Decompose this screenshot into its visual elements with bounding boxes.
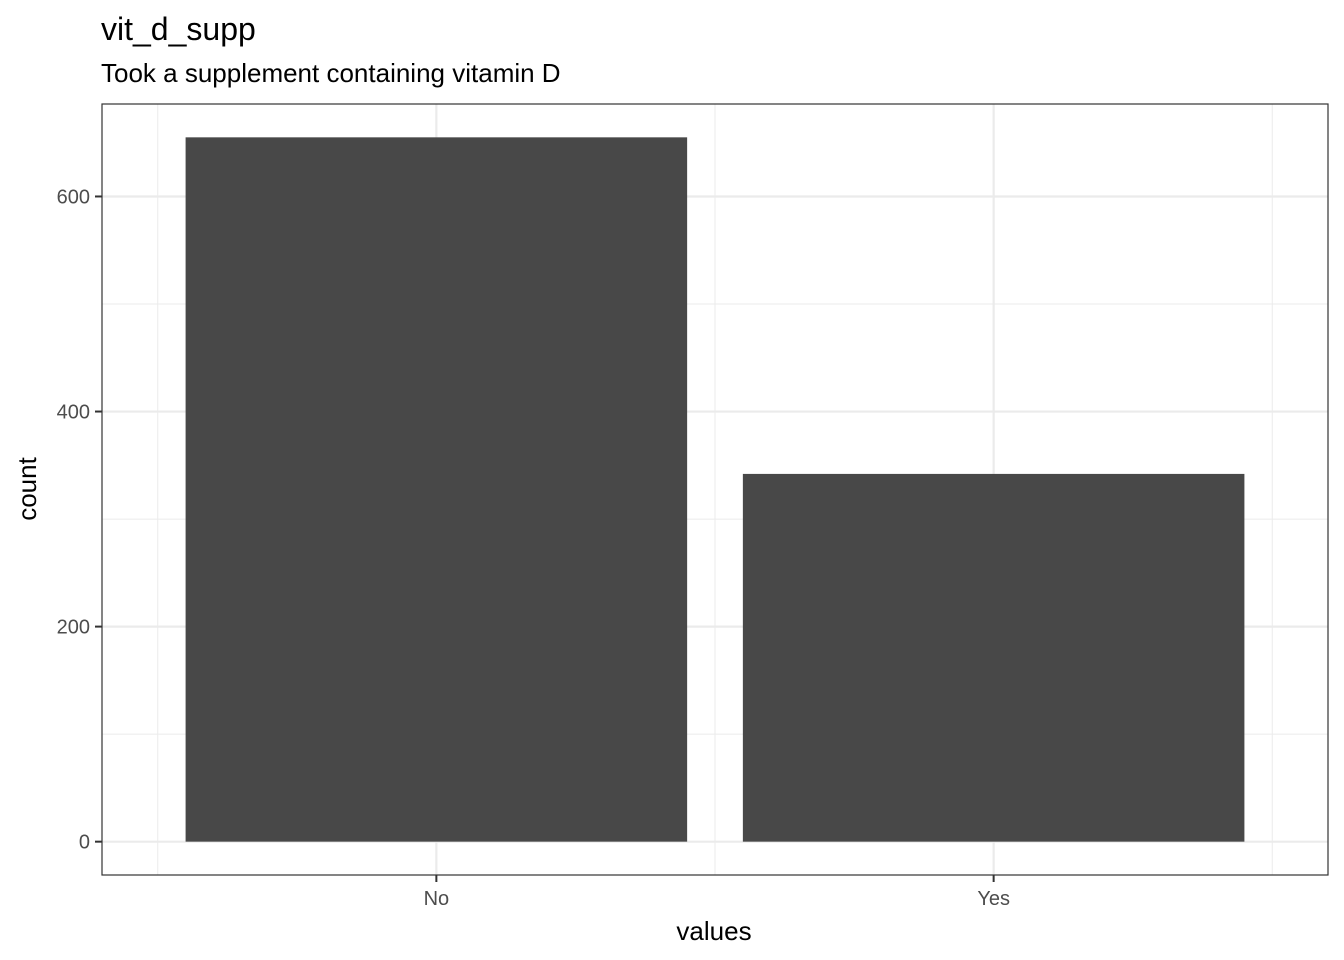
y-axis: 0 200 400 600 bbox=[57, 186, 102, 854]
y-tick-label: 0 bbox=[79, 832, 90, 854]
y-tick-label: 600 bbox=[57, 186, 90, 208]
bar-yes bbox=[742, 473, 1245, 842]
x-axis: No Yes bbox=[424, 875, 1010, 910]
y-tick-label: 400 bbox=[57, 402, 90, 424]
y-tick-label: 200 bbox=[57, 617, 90, 639]
x-tick-label: Yes bbox=[977, 888, 1010, 910]
x-tick-label: No bbox=[424, 888, 450, 910]
bar-no bbox=[185, 137, 688, 842]
panel-border bbox=[101, 103, 1329, 876]
chart-title: vit_d_supp bbox=[101, 11, 256, 47]
chart-subtitle: Took a supplement containing vitamin D bbox=[101, 58, 561, 88]
y-axis-title: count bbox=[12, 456, 42, 520]
bars bbox=[185, 137, 1245, 842]
x-axis-title: values bbox=[676, 916, 751, 946]
